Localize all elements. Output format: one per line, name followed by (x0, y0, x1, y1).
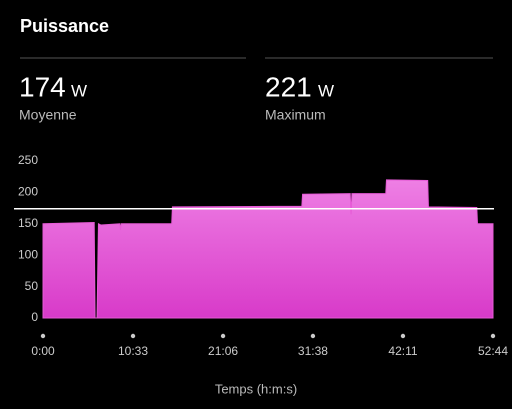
x-tick-dot (490, 333, 496, 339)
x-tick-dot (40, 333, 46, 339)
x-tick-label: 21:06 (208, 344, 238, 358)
y-tick-label: 50 (25, 279, 39, 293)
x-tick-label: 0:00 (31, 344, 55, 358)
x-tick-dot (400, 333, 406, 339)
x-tick-dot (310, 333, 316, 339)
x-tick-label: 42:11 (388, 344, 417, 358)
x-tick-label: 10:33 (118, 344, 148, 358)
x-tick-dot (220, 333, 226, 339)
section-title: Puissance (20, 16, 109, 36)
x-tick-label: 31:38 (298, 344, 328, 358)
x-tick-dot (130, 333, 136, 339)
y-tick-label: 0 (31, 310, 38, 324)
stat-value: 221 (265, 71, 312, 102)
stat-unit: W (71, 81, 87, 100)
y-tick-label: 250 (18, 153, 38, 167)
stat-label: Maximum (265, 107, 326, 123)
stat-value: 174 (19, 71, 66, 102)
y-tick-label: 200 (18, 185, 38, 199)
stat-label: Moyenne (19, 107, 77, 123)
x-axis-title: Temps (h:m:s) (215, 381, 297, 396)
y-tick-label: 100 (18, 247, 38, 261)
x-tick-label: 52:44 (478, 344, 508, 358)
y-tick-label: 150 (18, 216, 38, 230)
power-area (42, 179, 494, 319)
stat-unit: W (318, 81, 334, 100)
